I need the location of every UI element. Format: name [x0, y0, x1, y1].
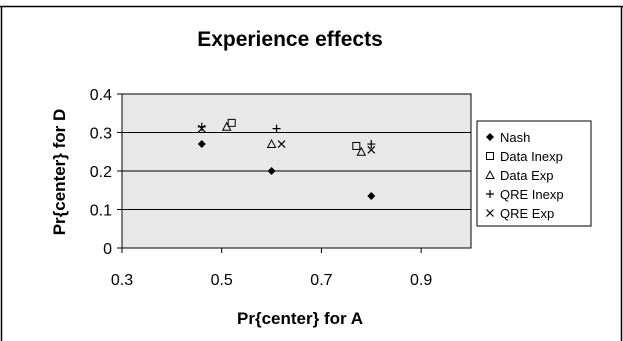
y-tick-label: 0	[103, 241, 112, 258]
y-tick-label: 0.2	[90, 164, 112, 181]
point-data-exp	[221, 121, 232, 131]
x-tick-label: 0.9	[410, 272, 432, 289]
legend-marker-nash	[486, 133, 494, 141]
x-tick-label: 0.7	[310, 272, 332, 289]
legend-label-nash: Nash	[500, 130, 530, 145]
y-tick-label: 0.3	[90, 126, 112, 143]
legend-label-data-exp: Data Exp	[500, 168, 553, 183]
point-qre-inexp	[367, 140, 376, 149]
point-qre-exp	[367, 145, 376, 154]
data-markers	[197, 118, 376, 201]
legend-marker-data-inexp	[486, 152, 494, 160]
chart-title: Experience effects	[197, 28, 383, 51]
point-nash	[267, 167, 276, 175]
legend-label-qre-inexp: QRE Inexp	[500, 187, 564, 202]
point-qre-exp	[277, 140, 286, 148]
y-tick-label: 0.1	[90, 203, 112, 220]
point-data-exp	[266, 138, 277, 149]
y-axis-ticks: 0 0.1 0.2 0.3 0.4	[90, 87, 122, 258]
point-nash	[367, 192, 376, 201]
point-qre-inexp	[272, 124, 281, 133]
x-axis-ticks: 0.3 0.5 0.7 0.9	[111, 248, 432, 289]
point-data-exp	[356, 146, 367, 156]
legend-label-data-inexp: Data Inexp	[500, 149, 563, 164]
x-tick-label: 0.5	[211, 272, 233, 289]
grid-lines	[122, 132, 471, 210]
legend-marker-data-exp	[485, 169, 495, 179]
legend: Nash Data Inexp Data Exp QRE Inexp QRE Exp	[485, 130, 564, 221]
y-axis-label: Pr{center} for D	[50, 109, 69, 236]
legend-marker-qre-exp	[486, 209, 494, 217]
point-qre-exp	[197, 124, 206, 133]
x-axis-label: Pr{center} for A	[237, 309, 363, 328]
legend-box	[476, 120, 592, 227]
y-tick-label: 0.4	[90, 87, 112, 104]
legend-label-qre-exp: QRE Exp	[500, 206, 554, 221]
point-data-inexp	[352, 141, 361, 150]
point-nash	[197, 140, 206, 149]
x-tick-label: 0.3	[111, 272, 133, 289]
point-data-inexp	[227, 118, 236, 127]
legend-marker-qre-inexp	[486, 190, 494, 198]
